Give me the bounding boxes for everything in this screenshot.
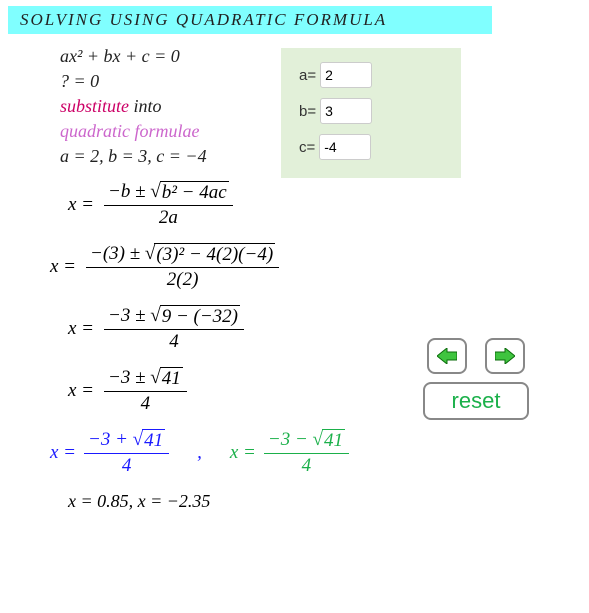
arrow-left-icon xyxy=(437,348,457,364)
s2-den: 2(2) xyxy=(167,268,199,291)
solutions-comma: , xyxy=(197,442,202,464)
c-label: c= xyxy=(299,139,315,156)
formula-general: x = −b ± b² − 4ac 2a xyxy=(68,181,589,229)
s3-radicand: 9 − (−32) xyxy=(160,305,240,328)
page-title: SOLVING USING QUADRATIC FORMULA xyxy=(8,6,492,34)
s2-radicand: (3)² − 4(2)(−4) xyxy=(154,243,275,266)
coefficients-panel: a= b= c= xyxy=(281,48,461,178)
x-equals-sol2: x = xyxy=(230,442,256,464)
decimal-solutions: x = 0.85, x = −2.35 xyxy=(68,491,589,512)
formula-step2: x = −(3) ± (3)² − 4(2)(−4) 2(2) xyxy=(50,243,589,291)
sol1-num-prefix: −3 + xyxy=(88,429,133,450)
sol2-den: 4 xyxy=(302,454,312,477)
s4-num-prefix: −3 ± xyxy=(108,367,150,388)
s4-radicand: 41 xyxy=(160,367,183,390)
s3-num-prefix: −3 ± xyxy=(108,305,150,326)
gen-num-prefix: −b ± xyxy=(108,181,150,202)
x-equals-sol1: x = xyxy=(50,442,76,464)
arrow-right-icon xyxy=(495,348,515,364)
a-input[interactable] xyxy=(320,62,372,88)
c-row: c= xyxy=(299,134,443,160)
x-equals-4: x = xyxy=(68,380,94,402)
reset-button[interactable]: reset xyxy=(423,382,529,420)
solution-1: x = −3 + 41 4 xyxy=(50,429,169,477)
controls-panel: reset xyxy=(423,338,529,420)
sol2-radicand: 41 xyxy=(322,429,345,452)
sol2-num-prefix: −3 − xyxy=(268,429,313,450)
substitute-word: substitute xyxy=(60,96,129,116)
x-equals: x = xyxy=(68,194,94,216)
s4-den: 4 xyxy=(141,392,151,415)
a-label: a= xyxy=(299,67,316,84)
b-row: b= xyxy=(299,98,443,124)
a-row: a= xyxy=(299,62,443,88)
gen-radicand: b² − 4ac xyxy=(160,181,229,204)
b-input[interactable] xyxy=(320,98,372,124)
b-label: b= xyxy=(299,103,316,120)
sol1-den: 4 xyxy=(122,454,132,477)
next-button[interactable] xyxy=(485,338,525,374)
solutions-row: x = −3 + 41 4 , x = −3 − 41 4 xyxy=(50,429,589,477)
sol1-radicand: 41 xyxy=(142,429,165,452)
gen-den: 2a xyxy=(159,206,178,229)
x-equals-3: x = xyxy=(68,318,94,340)
c-input[interactable] xyxy=(319,134,371,160)
s2-num-prefix: −(3) ± xyxy=(90,243,145,264)
x-equals-2: x = xyxy=(50,256,76,278)
prev-button[interactable] xyxy=(427,338,467,374)
into-word: into xyxy=(129,96,162,116)
solution-2: x = −3 − 41 4 xyxy=(230,429,349,477)
s3-den: 4 xyxy=(169,330,179,353)
